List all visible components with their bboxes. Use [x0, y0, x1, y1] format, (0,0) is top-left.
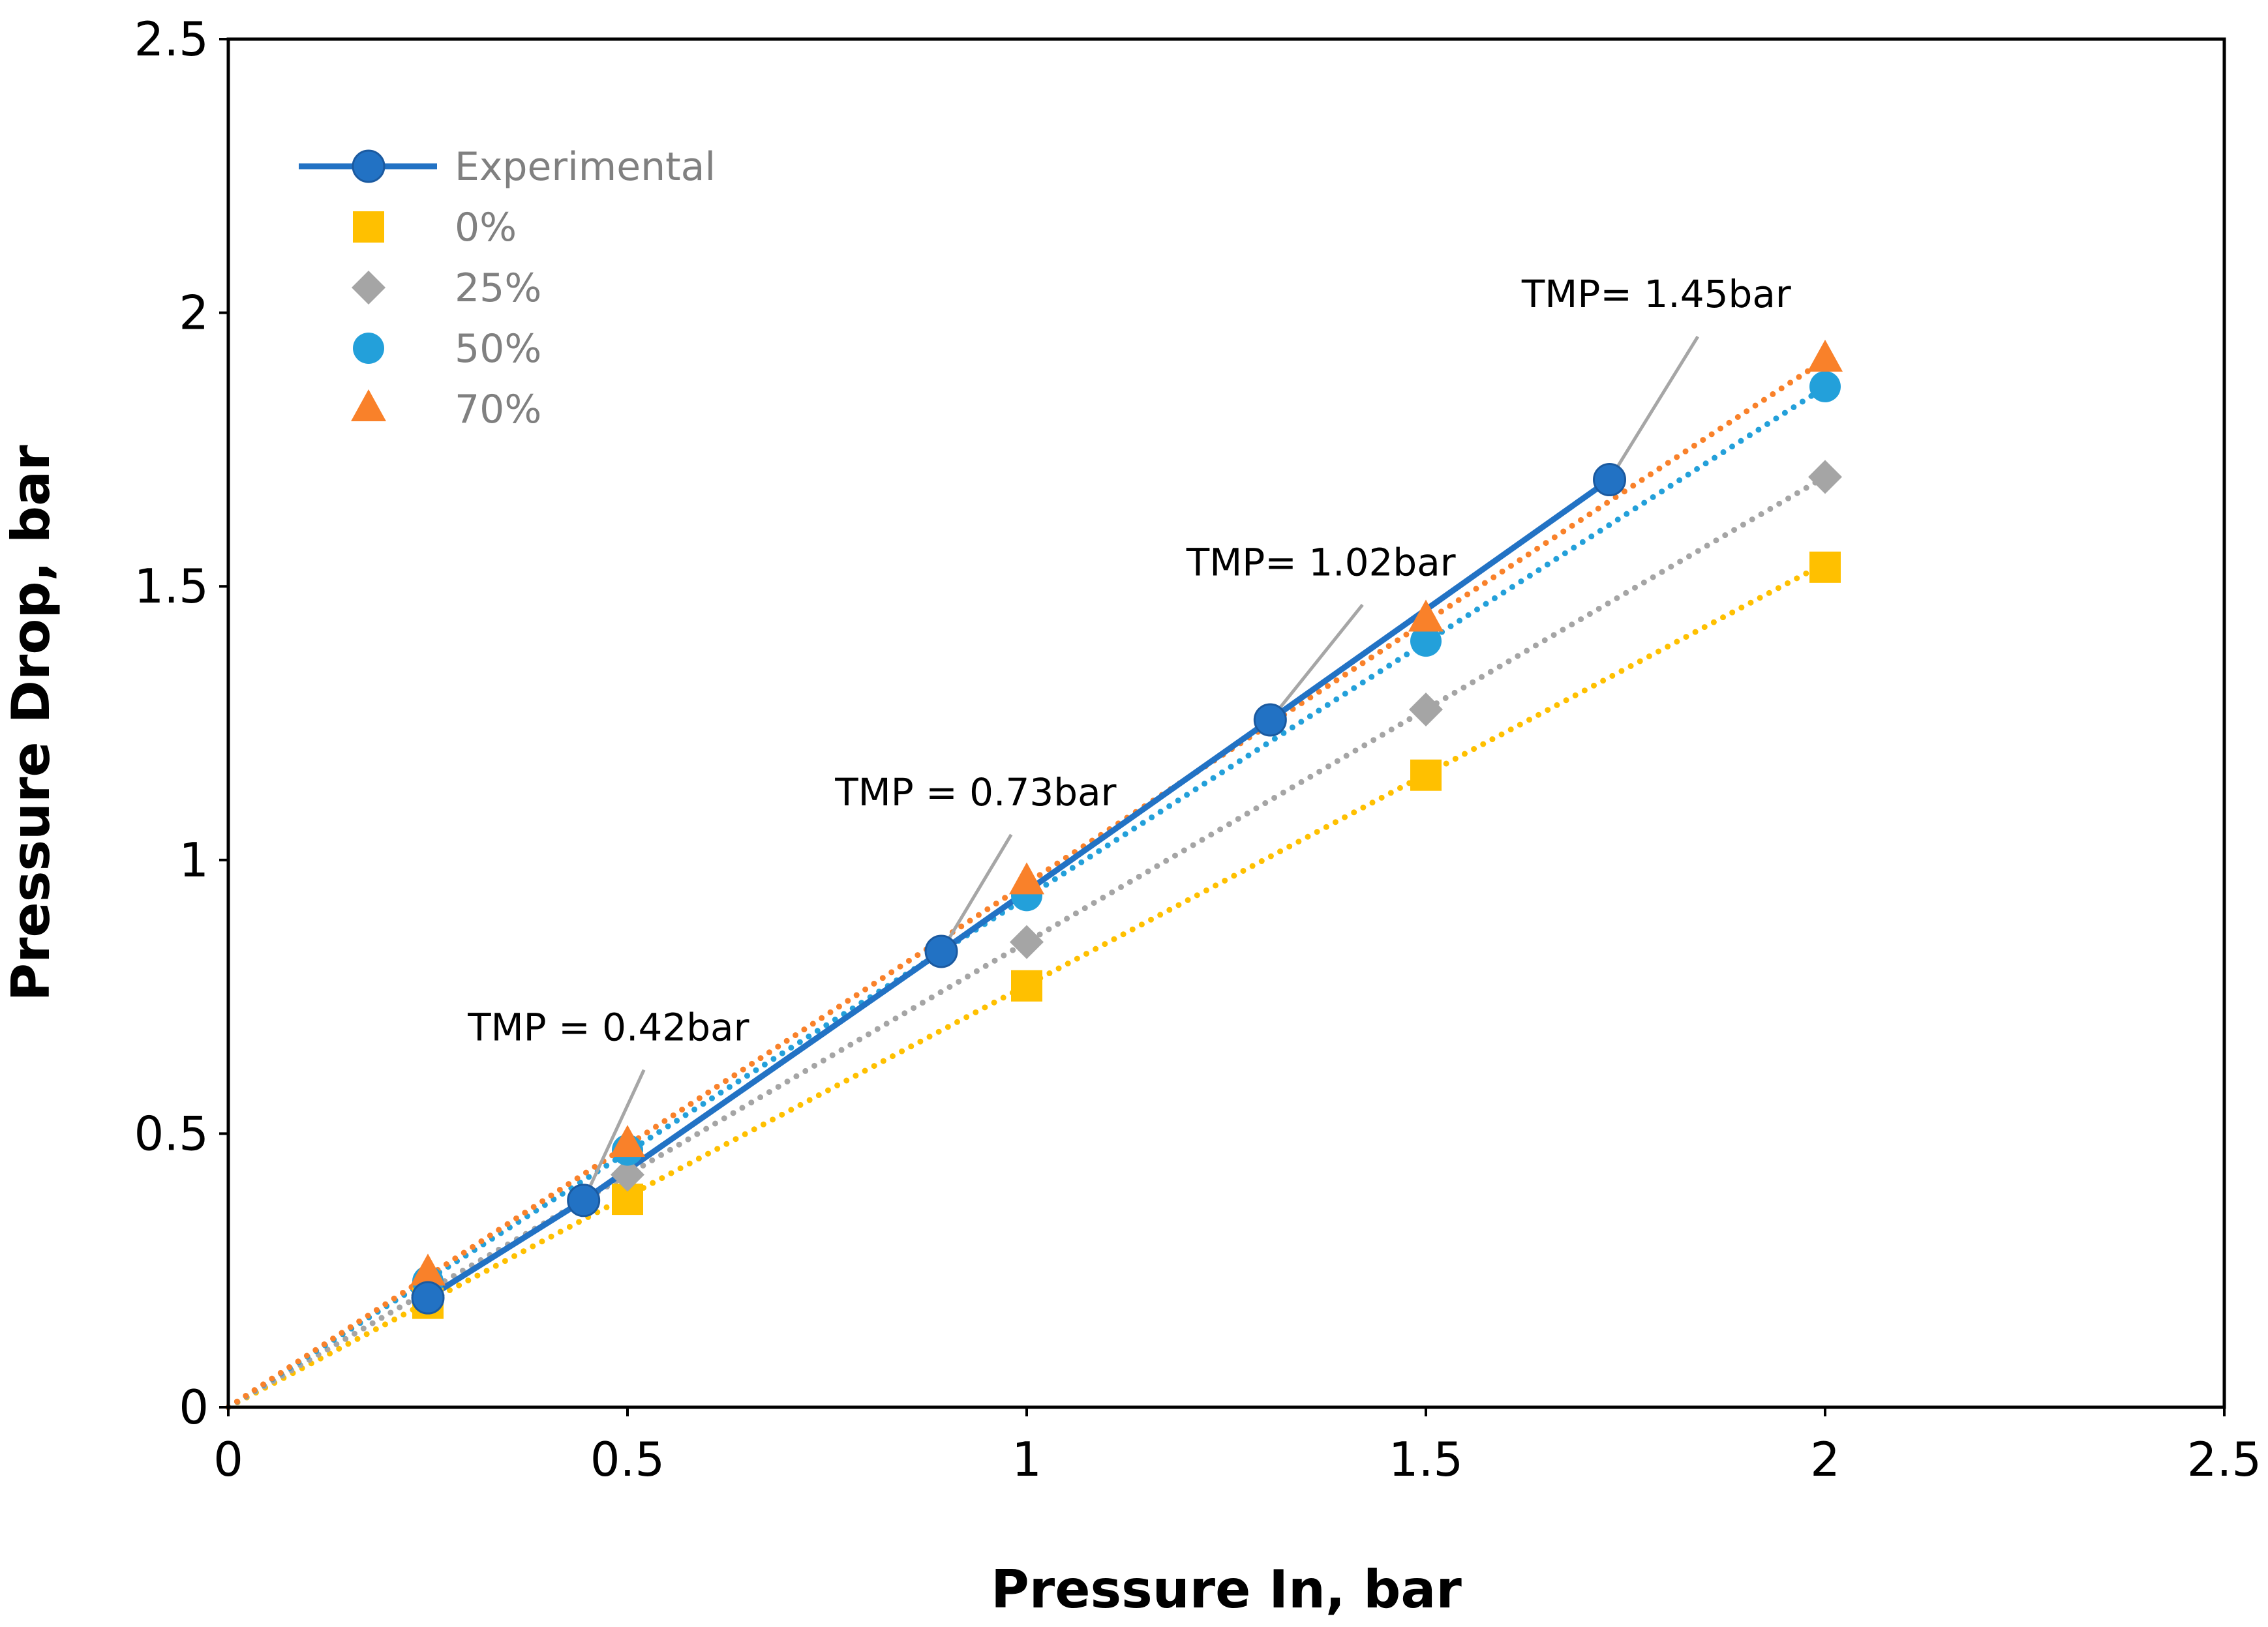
- legend-marker-experimental: [352, 149, 386, 183]
- annotation-leader-line: [1608, 335, 1700, 481]
- legend: Experimental 0% 25% 50% 70%: [299, 144, 716, 432]
- 50pct-point: [1410, 625, 1442, 657]
- y-tick-label: 0: [179, 1380, 209, 1435]
- y-tick-label: 1.5: [134, 559, 209, 614]
- annotation-leader-line: [582, 1069, 646, 1201]
- axis-tick-layer: 0 0.5 1 1.5 2 2.5 0 0.5 1 1.5 2 2.5: [134, 12, 2261, 1487]
- annotation-label: TMP = 0.42bar: [467, 1006, 749, 1050]
- legend-marker-25pct: [352, 271, 386, 305]
- legend-marker-50pct: [353, 333, 384, 364]
- experimental-point: [567, 1184, 601, 1217]
- 70pct-point: [1408, 599, 1444, 632]
- y-tick-label: 2: [179, 286, 209, 340]
- 50pct-point: [1809, 370, 1841, 402]
- 25pct-point: [1409, 693, 1443, 727]
- experimental-point: [1253, 703, 1287, 737]
- 25pct-point: [1010, 925, 1044, 959]
- 0pct-trendline: [225, 560, 1828, 1411]
- x-tick-label: 2: [1810, 1432, 1840, 1487]
- legend-label-experimental: Experimental: [455, 144, 716, 190]
- annotation-leader-line: [939, 833, 1013, 953]
- legend-marker-70pct: [351, 389, 386, 421]
- experimental-point: [1593, 463, 1627, 497]
- annotation-leader-layer: [582, 335, 1700, 1201]
- 70pct-point: [410, 1253, 446, 1286]
- 25pct-point: [611, 1157, 644, 1192]
- experimental-point: [924, 934, 958, 968]
- annotation-label: TMP = 0.73bar: [834, 770, 1116, 814]
- annotation-label: TMP= 1.02bar: [1186, 540, 1456, 584]
- annotation-text-layer: TMP = 0.42bar TMP = 0.73bar TMP= 1.02bar TM…: [467, 272, 1791, 1050]
- x-tick-label: 1: [1012, 1432, 1042, 1487]
- y-axis-title: Pressure Drop, bar: [1, 445, 61, 1002]
- annotation-leader-line: [1269, 603, 1364, 721]
- 25pct-point: [1808, 460, 1842, 494]
- x-tick-label: 2.5: [2187, 1432, 2262, 1487]
- annotation-label: TMP= 1.45bar: [1521, 272, 1791, 316]
- y-tick-label: 0.5: [134, 1106, 209, 1161]
- x-axis-title: Pressure In, bar: [991, 1559, 1462, 1620]
- plot-area-frame: [226, 37, 2226, 1409]
- legend-label-70pct: 70%: [455, 387, 541, 432]
- y-tick-label: 1: [179, 833, 209, 888]
- legend-label-0pct: 0%: [455, 205, 517, 250]
- x-tick-label: 0: [213, 1432, 243, 1487]
- marker-layer: [410, 339, 1843, 1319]
- legend-label-50pct: 50%: [455, 326, 541, 372]
- 70pct-point: [1807, 339, 1843, 372]
- 0pct-point: [1410, 759, 1442, 791]
- legend-marker-0pct: [353, 211, 384, 243]
- 70pct-point: [1009, 862, 1044, 895]
- legend-label-25pct: 25%: [455, 265, 541, 311]
- 0pct-point: [1809, 551, 1841, 583]
- experimental-point: [411, 1281, 445, 1315]
- x-tick-label: 1.5: [1389, 1432, 1464, 1487]
- 0pct-point: [1011, 970, 1042, 1002]
- y-tick-label: 2.5: [134, 12, 209, 67]
- 70pct-point: [610, 1125, 645, 1157]
- x-tick-label: 0.5: [590, 1432, 665, 1487]
